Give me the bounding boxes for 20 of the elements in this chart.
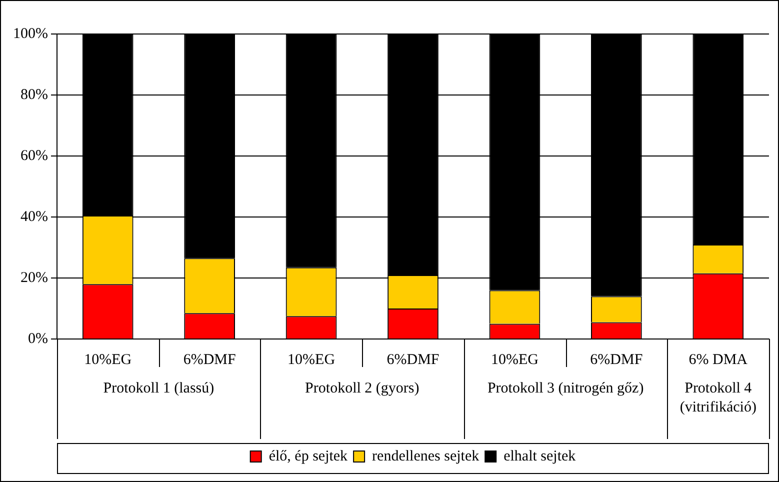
text: Protokoll 4 (vitrifikáció): [680, 380, 756, 416]
y-tick-label: 0%: [28, 330, 48, 347]
x-tick-label: 10%EG: [490, 352, 539, 368]
text: Protokoll 1 (lassú): [103, 380, 214, 396]
legend-label: rendellenes sejtek: [372, 448, 480, 464]
y-tick-label: 100%: [12, 26, 48, 42]
x-tick-label: 6%DMF: [386, 352, 440, 368]
x-tick-label: 6% DMA: [688, 352, 748, 368]
y-tick-label: 40%: [20, 208, 48, 225]
text: Protokoll 2 (gyors): [305, 380, 420, 396]
x-tick-label: 6%DMF: [183, 352, 236, 368]
x-tick-label: 6%DMF: [590, 352, 643, 368]
x-tick-label: 10%EG: [84, 352, 132, 368]
legend-label: elhalt sejtek: [504, 448, 576, 464]
text: Protokoll 3 (nitrogén gőz): [487, 380, 644, 396]
y-tick-label: 80%: [20, 86, 48, 103]
y-tick-label: 20%: [20, 270, 48, 286]
legend-label: élő, ép sejtek: [268, 448, 348, 464]
y-tick-label: 60%: [20, 148, 48, 164]
x-tick-label: 10%EG: [288, 352, 336, 368]
